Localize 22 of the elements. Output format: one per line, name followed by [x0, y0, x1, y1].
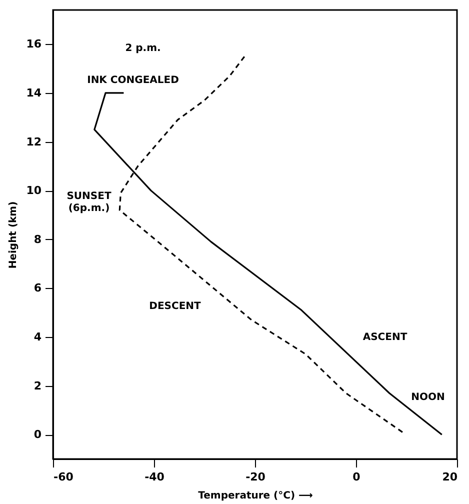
- y-tick-label: 0: [34, 428, 42, 442]
- x-tick-label: -40: [144, 470, 165, 484]
- y-tick-label: 16: [26, 38, 42, 51]
- annotation: SUNSET (6p.m.): [66, 191, 112, 214]
- y-axis-title: Height (km): [8, 201, 20, 269]
- y-tick-label: 12: [26, 135, 42, 148]
- y-tick-label: 14: [26, 86, 42, 100]
- annotation: DESCENT: [149, 301, 202, 312]
- y-tick-label: 4: [34, 330, 42, 344]
- annotation: INK CONGEALED: [87, 75, 179, 86]
- x-tick-label: -20: [246, 470, 266, 484]
- annotation: ASCENT: [362, 332, 408, 343]
- y-tick-label: 2: [34, 379, 42, 392]
- y-tick-label: 8: [34, 232, 42, 246]
- annotation: 2 p.m.: [125, 43, 161, 54]
- x-tick-label: 20: [442, 470, 458, 484]
- y-tick-label: 10: [26, 184, 42, 198]
- x-tick-label: 0: [352, 470, 361, 484]
- annotation: NOON: [411, 392, 445, 403]
- x-tick-label: -60: [54, 470, 74, 484]
- x-axis-title: Temperature (°C) ⟶: [198, 490, 313, 502]
- y-tick-label: 6: [34, 282, 42, 295]
